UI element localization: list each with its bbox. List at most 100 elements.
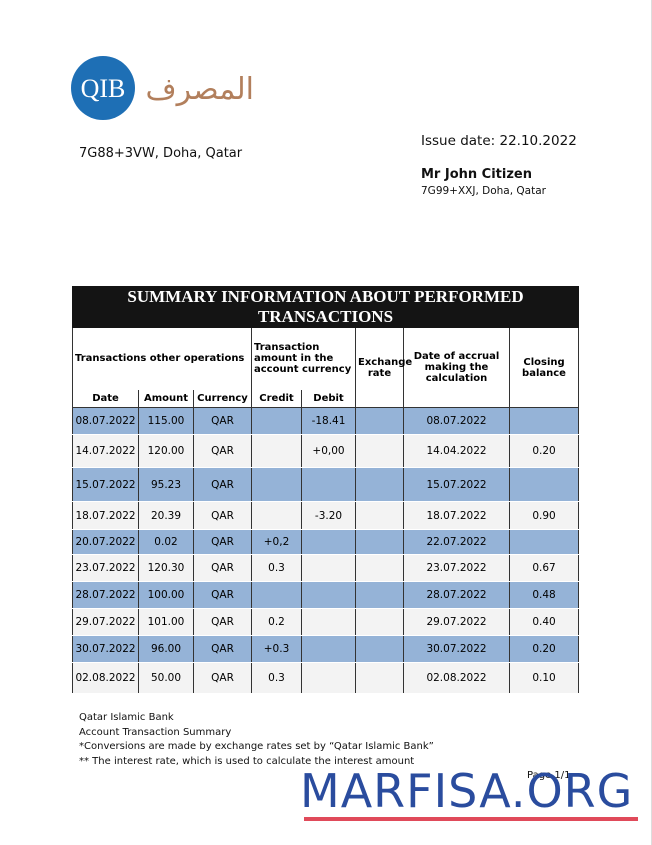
column-header: Debit	[301, 389, 356, 408]
cell	[355, 635, 404, 663]
cell: 0.2	[251, 608, 302, 636]
watermark: MARFISA.ORG	[300, 764, 634, 818]
cell: 95.23	[138, 467, 194, 502]
logo-circle	[71, 56, 135, 120]
cell: 02.08.2022	[403, 662, 510, 694]
issue-date: Issue date: 22.10.2022	[421, 133, 577, 149]
cell: 0.3	[251, 662, 302, 694]
bank-address: 7G88+3VW, Doha, Qatar	[79, 146, 243, 161]
page-number: Page 1/1	[527, 770, 571, 781]
transactions-table: SUMMARY INFORMATION ABOUT PERFORMED TRAN…	[71, 286, 580, 694]
table-row: 02.08.2022 50.00 QAR 0.3 02.08.2022 0.10	[72, 662, 580, 694]
cell	[251, 501, 302, 530]
table-row: 28.07.2022 100.00 QAR 28.07.2022 0.48	[72, 581, 580, 609]
cell: 115.00	[138, 407, 194, 435]
cell	[508, 407, 580, 435]
column-header: Currency	[193, 389, 252, 408]
cell	[301, 581, 356, 609]
cell: 28.07.2022	[403, 581, 510, 609]
cell: QAR	[193, 635, 252, 663]
cell: 0.10	[508, 662, 580, 694]
cell: 0.48	[508, 581, 580, 609]
cell: 22.07.2022	[403, 529, 510, 555]
cell: 29.07.2022	[403, 608, 510, 636]
cell: QAR	[193, 529, 252, 555]
header: Closing balance	[508, 327, 580, 408]
cell: 15.07.2022	[403, 467, 510, 502]
cell: 0.20	[508, 434, 580, 468]
cell: 0.40	[508, 608, 580, 636]
footer-line: Qatar Islamic Bank	[79, 712, 174, 723]
cell: QAR	[193, 407, 252, 435]
cell	[251, 467, 302, 502]
table-row: 08.07.2022 115.00 QAR -18.41 08.07.2022	[72, 407, 580, 435]
recipient-name: Mr John Citizen	[421, 167, 532, 182]
cell: 02.08.2022	[72, 662, 139, 694]
cell: -3.20	[301, 501, 356, 530]
cell: 30.07.2022	[72, 635, 139, 663]
cell: 0.3	[251, 554, 302, 582]
cell	[355, 554, 404, 582]
table-row: 14.07.2022 120.00 QAR +0,00 14.04.2022 0.20	[72, 434, 580, 468]
cell: 28.07.2022	[72, 581, 139, 609]
cell: 08.07.2022	[403, 407, 510, 435]
cell: 120.00	[138, 434, 194, 468]
cell	[251, 407, 302, 435]
cell	[355, 608, 404, 636]
cell	[301, 662, 356, 694]
cell: QAR	[193, 501, 252, 530]
cell	[355, 581, 404, 609]
cell: +0,2	[251, 529, 302, 555]
header: Date of accrual making the calculation	[403, 327, 510, 408]
column-header: Amount	[138, 389, 194, 408]
logo-mark: QIB	[81, 74, 126, 103]
cell: 20.07.2022	[72, 529, 139, 555]
table-row: 18.07.2022 20.39 QAR -3.20 18.07.2022 0.90	[72, 501, 580, 530]
cell: 0.90	[508, 501, 580, 530]
cell	[355, 407, 404, 435]
footer-line: *Conversions are made by exchange rates …	[79, 741, 434, 752]
cell	[508, 529, 580, 555]
cell	[355, 434, 404, 468]
cell: QAR	[193, 554, 252, 582]
cell: 14.04.2022	[403, 434, 510, 468]
cell: 0.67	[508, 554, 580, 582]
table-row: 15.07.2022 95.23 QAR 15.07.2022	[72, 467, 580, 502]
cell: QAR	[193, 608, 252, 636]
cell: -18.41	[301, 407, 356, 435]
table-row: 29.07.2022 101.00 QAR 0.2 29.07.2022 0.40	[72, 608, 580, 636]
footer: Qatar Islamic Bank Account Transaction Su…	[79, 711, 434, 769]
header: Exchange rate	[355, 327, 412, 408]
cell: QAR	[193, 581, 252, 609]
watermark-underline	[304, 817, 638, 821]
cell: QAR	[193, 434, 252, 468]
column-header: Credit	[251, 389, 302, 408]
cell	[251, 581, 302, 609]
footer-line: ** The interest rate, which is used to c…	[79, 755, 415, 767]
table-title: SUMMARY INFORMATION ABOUT PERFORMED TRAN…	[71, 286, 580, 328]
cell: 0.20	[508, 635, 580, 663]
recipient-address: 7G99+XXJ, Doha, Qatar	[421, 185, 546, 197]
cell: 18.07.2022	[403, 501, 510, 530]
cell	[355, 529, 404, 555]
cell: 50.00	[138, 662, 194, 694]
footer-line: Account Transaction Summary	[79, 726, 232, 738]
cell: 23.07.2022	[403, 554, 510, 582]
cell: 100.00	[138, 581, 194, 609]
logo: QIB المصرف	[71, 56, 254, 120]
cell: 0.02	[138, 529, 194, 555]
cell: QAR	[193, 467, 252, 502]
cell	[355, 501, 404, 530]
cell: 08.07.2022	[72, 407, 139, 435]
table-row: 30.07.2022 96.00 QAR +0.3 30.07.2022 0.20	[72, 635, 580, 663]
header: Transaction amount in the account curren…	[251, 327, 356, 390]
table-row: 23.07.2022 120.30 QAR 0.3 23.07.2022 0.67	[72, 554, 580, 582]
cell: 20.39	[138, 501, 194, 530]
cell: QAR	[193, 662, 252, 694]
cell	[301, 608, 356, 636]
cell	[251, 434, 302, 468]
cell	[355, 662, 404, 694]
table-row: 20.07.2022 0.02 QAR +0,2 22.07.2022	[72, 529, 580, 555]
cell: 29.07.2022	[72, 608, 139, 636]
cell: 96.00	[138, 635, 194, 663]
